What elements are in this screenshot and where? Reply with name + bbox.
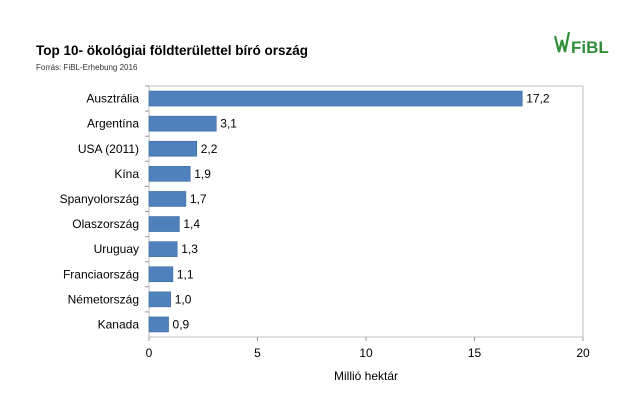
- chart-title: Top 10- ökológiai földterülettel bíró or…: [36, 43, 308, 58]
- data-label: 1,0: [175, 292, 192, 306]
- bar-8: [148, 266, 174, 283]
- bar-3: [148, 140, 198, 157]
- bar-10: [148, 316, 169, 333]
- bar-2: [148, 115, 217, 132]
- x-tick-label: 10: [359, 346, 373, 360]
- data-label: 1,9: [194, 167, 211, 181]
- bar-5: [148, 191, 187, 207]
- category-label: Németország: [68, 292, 139, 306]
- bar-6: [148, 216, 180, 232]
- bar-7: [148, 241, 178, 257]
- data-label: 1,3: [181, 242, 198, 256]
- category-label: Kína: [114, 167, 139, 181]
- bar-9: [148, 291, 172, 308]
- chart-source: Forrás: FiBL-Erhebung 2016: [36, 63, 138, 72]
- data-label: 1,1: [177, 267, 194, 281]
- category-label: Uruguay: [94, 242, 139, 256]
- category-label: USA (2011): [78, 142, 139, 156]
- category-label: Spanyolország: [60, 192, 139, 206]
- category-label: Franciaország: [63, 267, 139, 281]
- data-label: 0,9: [173, 317, 190, 331]
- bar-4: [148, 166, 191, 182]
- data-label: 2,2: [201, 142, 218, 156]
- bar-1: [148, 90, 523, 107]
- x-tick-label: 20: [576, 346, 590, 360]
- plot-area: Ausztrália 17,2 Argentína 3,1 USA (2011) 2,2 K…: [60, 85, 590, 360]
- category-label: Ausztrália: [86, 92, 139, 106]
- x-tick-label: 0: [146, 346, 153, 360]
- x-tick-label: 15: [468, 346, 482, 360]
- data-label: 1,7: [190, 192, 207, 206]
- category-label: Kanada: [98, 317, 140, 331]
- leaf-icon: [553, 31, 571, 53]
- data-label: 1,4: [183, 217, 200, 231]
- x-axis-label: Millió hektár: [334, 369, 398, 383]
- data-label: 3,1: [220, 117, 237, 131]
- data-label: 17,2: [526, 92, 550, 106]
- x-tick-label: 5: [254, 346, 261, 360]
- category-label: Argentína: [87, 117, 139, 131]
- fibl-logo: FiBL: [553, 31, 609, 57]
- logo-text: FiBL: [571, 38, 609, 57]
- category-label: Olaszország: [72, 217, 139, 231]
